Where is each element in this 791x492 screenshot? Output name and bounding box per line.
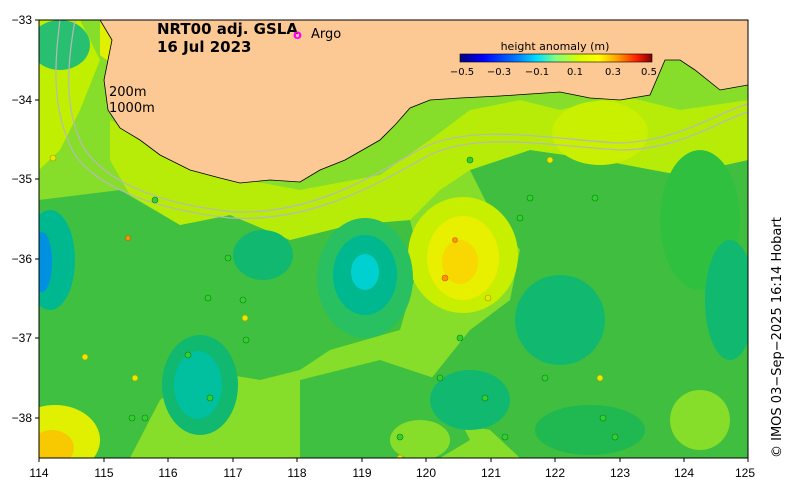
x-tick-label: 116 xyxy=(158,466,177,480)
x-tick-label: 123 xyxy=(610,466,630,480)
axis-tick-marks xyxy=(35,19,749,462)
colorbar-tick: −0.1 xyxy=(525,67,549,78)
contour-label-200m: 200m xyxy=(109,85,146,100)
x-axis-labels: 114 115 116 117 118 119 120 121 122 123 … xyxy=(29,466,755,480)
float-markers xyxy=(128,156,619,441)
map-date: 16 Jul 2023 xyxy=(157,38,251,56)
map-title: NRT00 adj. GSLA xyxy=(157,20,298,38)
colorbar-tick: 0.3 xyxy=(605,67,621,78)
y-tick-label: −36 xyxy=(12,252,33,266)
x-tick-label: 114 xyxy=(29,466,48,480)
x-tick-label: 117 xyxy=(223,466,242,480)
colorbar-tick: −0.3 xyxy=(487,67,511,78)
colorbar-tick: 0.5 xyxy=(641,67,657,78)
colorbar-tick: 0.1 xyxy=(567,67,583,78)
anomaly-field xyxy=(39,20,748,458)
y-axis-labels: −33 −34 −35 −36 −37 −38 xyxy=(12,13,33,425)
y-tick-label: −33 xyxy=(12,13,33,27)
argo-label: Argo xyxy=(311,27,341,42)
x-tick-label: 121 xyxy=(481,466,501,480)
x-tick-label: 120 xyxy=(416,466,436,480)
y-tick-label: −34 xyxy=(12,93,33,107)
x-tick-label: 125 xyxy=(735,466,755,480)
x-tick-label: 119 xyxy=(352,466,371,480)
colorbar-gradient xyxy=(459,53,653,63)
y-tick-label: −38 xyxy=(12,411,33,425)
y-tick-label: −37 xyxy=(12,331,33,345)
x-tick-label: 122 xyxy=(545,466,565,480)
x-tick-label: 124 xyxy=(674,466,694,480)
contour-label-1000m: 1000m xyxy=(109,101,155,116)
argo-marker-icon: o xyxy=(293,28,302,43)
imos-credit: © IMOS 03−Sep−2025 16:14 Hobart xyxy=(770,217,785,458)
y-tick-label: −35 xyxy=(12,172,33,186)
colorbar-tick: −0.5 xyxy=(450,67,474,78)
colorbar: height anomaly (m) −0.5 −0.3 −0.1 0.1 0.… xyxy=(450,40,657,78)
x-tick-label: 115 xyxy=(94,466,113,480)
x-tick-label: 118 xyxy=(287,466,306,480)
colorbar-title: height anomaly (m) xyxy=(501,40,610,53)
